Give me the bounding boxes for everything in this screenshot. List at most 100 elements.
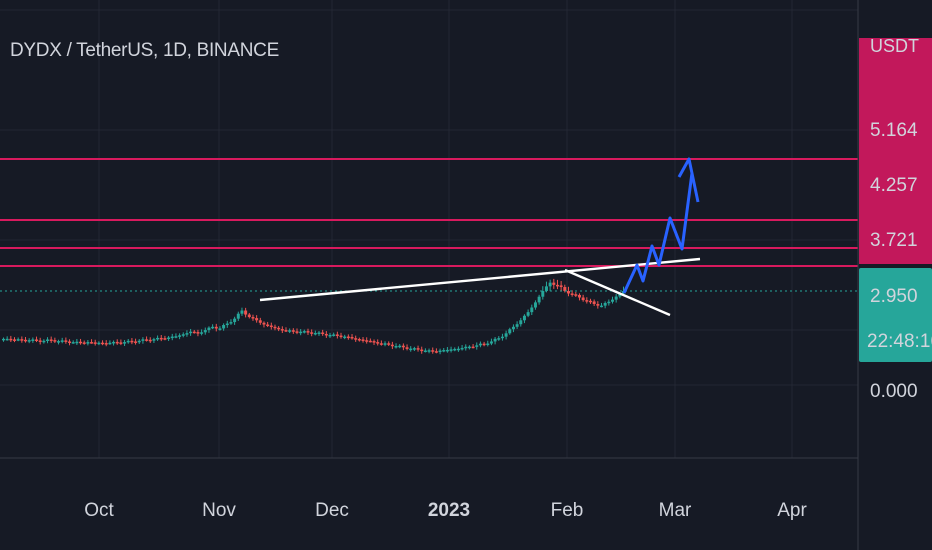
candle-body	[350, 336, 354, 339]
candle-body	[134, 341, 138, 343]
candle-body	[148, 339, 152, 342]
price-axis-label: 0.000	[870, 381, 918, 402]
candle-body	[130, 340, 134, 343]
current-price-label: 2.950	[870, 286, 918, 307]
candle-body	[137, 340, 141, 343]
candle-body	[511, 326, 515, 330]
support-trendline[interactable]	[259, 257, 701, 302]
x-tick-label: Mar	[659, 500, 692, 521]
candle-body	[225, 323, 229, 326]
candle-body	[317, 332, 321, 334]
candle-body	[5, 338, 9, 341]
descending-trendline[interactable]	[564, 268, 671, 317]
candle-body	[152, 339, 156, 341]
candle-body	[97, 342, 101, 345]
projection-arrowhead	[677, 157, 700, 203]
candle-body	[585, 300, 589, 302]
candle-body	[361, 339, 365, 341]
candle-body	[533, 302, 537, 308]
candle-body	[288, 330, 292, 332]
candle-body	[291, 330, 295, 332]
horizontal-levels[interactable]	[0, 158, 858, 267]
candle-body	[343, 336, 347, 339]
candle-body	[588, 300, 592, 303]
x-tick-label: Nov	[202, 500, 236, 521]
candle-body	[93, 342, 97, 344]
candle-body	[20, 339, 24, 341]
price-axis-level-label: 5.164	[870, 120, 918, 141]
candle-body	[409, 348, 413, 351]
candle-body	[324, 333, 328, 336]
candle-body	[497, 338, 501, 340]
candle-body	[610, 299, 614, 302]
candle-body	[211, 326, 215, 329]
candle-body	[405, 347, 409, 349]
candle-body	[192, 331, 196, 334]
candle-body	[284, 330, 288, 332]
projection-arrow-path[interactable]	[622, 172, 694, 294]
candle-body	[339, 335, 343, 338]
candle-body	[464, 346, 468, 349]
candle-body	[541, 291, 545, 297]
candle-body	[383, 343, 387, 345]
x-tick-label: Dec	[315, 500, 349, 521]
candle-body	[13, 339, 17, 341]
candle-body	[269, 325, 273, 328]
candle-body	[559, 285, 563, 288]
candle-body	[482, 343, 486, 346]
candle-body	[16, 339, 20, 341]
x-tick-label: Apr	[777, 500, 807, 521]
candle-body	[599, 305, 603, 308]
candle-body	[2, 338, 5, 341]
candle-body	[596, 304, 600, 306]
candle-body	[471, 346, 475, 349]
price-axis-level-label: 4.257	[870, 175, 918, 196]
x-tick-label: Feb	[551, 500, 584, 521]
price-axis[interactable]: USDT 5.164 4.257 3.721 2.950 22:48:16 0.…	[859, 36, 932, 402]
candle-body	[233, 318, 237, 323]
candle-body	[244, 310, 248, 315]
time-axis[interactable]: Oct Nov Dec 2023 Feb Mar Apr	[84, 500, 807, 521]
candle-body	[368, 340, 372, 343]
candle-body	[574, 294, 578, 296]
candle-body	[295, 331, 299, 333]
current-price-badge	[859, 268, 932, 362]
candle-body	[200, 332, 204, 334]
symbol-title[interactable]: DYDX / TetherUS, 1D, BINANCE	[10, 40, 279, 61]
candle-body	[258, 320, 262, 323]
candle-body	[442, 350, 446, 352]
candle-body	[167, 337, 171, 340]
candle-body	[189, 331, 193, 334]
candle-body	[581, 297, 585, 301]
candle-body	[607, 301, 611, 304]
candle-body	[57, 341, 61, 343]
candle-body	[64, 340, 68, 342]
candle-body	[203, 330, 207, 333]
candle-body	[53, 340, 57, 342]
candle-body	[456, 348, 460, 351]
candle-body	[178, 335, 182, 337]
x-tick-label: 2023	[428, 500, 470, 521]
candle-body	[372, 341, 376, 343]
candle-body	[577, 294, 581, 298]
candle-body	[544, 286, 548, 291]
candle-body	[530, 307, 534, 313]
candle-body	[438, 350, 442, 353]
candle-body	[240, 310, 244, 314]
candle-body	[181, 334, 185, 336]
candle-body	[255, 318, 259, 321]
candle-body	[603, 302, 607, 306]
candle-body	[445, 349, 449, 352]
candle-body	[222, 325, 226, 329]
candle-body	[332, 334, 336, 336]
candle-body	[427, 350, 431, 352]
candle-body	[101, 342, 105, 345]
price-axis-currency: USDT	[870, 36, 919, 56]
candle-body	[515, 324, 519, 327]
candle-body	[548, 282, 552, 287]
candle-body	[493, 338, 497, 342]
candle-body	[126, 340, 130, 343]
candle-body	[335, 334, 339, 336]
candle-body	[434, 351, 438, 353]
